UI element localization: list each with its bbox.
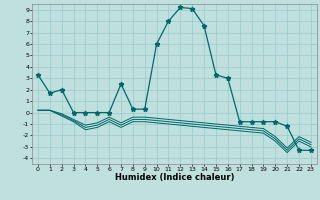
X-axis label: Humidex (Indice chaleur): Humidex (Indice chaleur) — [115, 173, 234, 182]
